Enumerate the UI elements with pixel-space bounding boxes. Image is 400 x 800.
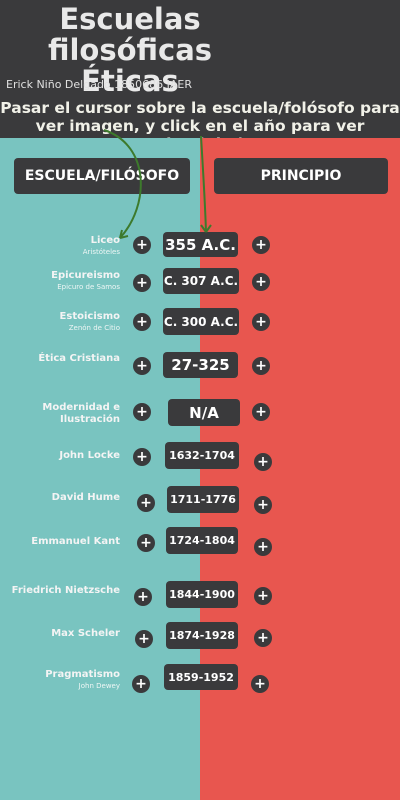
expand-school-button[interactable]: + bbox=[135, 630, 153, 648]
expand-school-button[interactable]: + bbox=[133, 448, 151, 466]
school-item[interactable]: Estoicismo Zenón de Citio bbox=[60, 311, 120, 333]
philosopher-name: Aristóteles bbox=[82, 248, 120, 256]
school-name: Epicureismo bbox=[51, 270, 120, 281]
expand-principle-button[interactable]: + bbox=[252, 313, 270, 331]
expand-principle-button[interactable]: + bbox=[254, 496, 272, 514]
author-credit: Erick Niño Delgado 1850686 IAER bbox=[6, 78, 193, 91]
year-button[interactable]: 1724-1804 bbox=[166, 527, 238, 554]
year-button[interactable]: 355 A.C. bbox=[163, 232, 238, 257]
school-name: Estoicismo bbox=[59, 311, 120, 322]
expand-school-button[interactable]: + bbox=[132, 675, 150, 693]
school-name: David Hume bbox=[51, 492, 120, 503]
school-item[interactable]: Friedrich Nietzsche bbox=[12, 585, 120, 597]
year-button[interactable]: N/A bbox=[168, 399, 240, 426]
header-banner: Escuelas filosóficas Éticas Erick Niño D… bbox=[0, 0, 400, 153]
expand-principle-button[interactable]: + bbox=[252, 357, 270, 375]
year-button[interactable]: 1711-1776 bbox=[167, 486, 239, 513]
expand-school-button[interactable]: + bbox=[133, 236, 151, 254]
school-item[interactable]: Max Scheler bbox=[51, 628, 120, 640]
school-item[interactable]: John Locke bbox=[59, 450, 120, 462]
school-item[interactable]: Modernidad e Ilustración bbox=[20, 402, 120, 426]
school-name: Max Scheler bbox=[51, 628, 120, 639]
year-button[interactable]: 1632-1704 bbox=[165, 442, 239, 469]
year-button[interactable]: 1859-1952 bbox=[164, 664, 238, 690]
expand-principle-button[interactable]: + bbox=[252, 236, 270, 254]
philosopher-name: Zenón de Citio bbox=[68, 324, 120, 332]
expand-principle-button[interactable]: + bbox=[254, 453, 272, 471]
school-item[interactable]: Epicureismo Epicuro de Samos bbox=[51, 270, 120, 292]
expand-principle-button[interactable]: + bbox=[252, 403, 270, 421]
expand-principle-button[interactable]: + bbox=[252, 273, 270, 291]
year-button[interactable]: 27-325 bbox=[163, 352, 238, 378]
school-name: Liceo bbox=[90, 235, 120, 246]
expand-principle-button[interactable]: + bbox=[251, 675, 269, 693]
school-item[interactable]: Ética Cristiana bbox=[38, 353, 120, 365]
title-line-1: Escuelas bbox=[59, 2, 201, 36]
principle-column-header: PRINCIPIO bbox=[214, 158, 388, 194]
expand-school-button[interactable]: + bbox=[133, 403, 151, 421]
school-item[interactable]: Pragmatismo John Dewey bbox=[45, 669, 120, 691]
expand-principle-button[interactable]: + bbox=[254, 587, 272, 605]
school-name: Modernidad e Ilustración bbox=[42, 402, 120, 425]
expand-school-button[interactable]: + bbox=[137, 534, 155, 552]
school-name: Ética Cristiana bbox=[38, 353, 120, 364]
expand-school-button[interactable]: + bbox=[133, 274, 151, 292]
expand-principle-button[interactable]: + bbox=[254, 538, 272, 556]
page-title: Escuelas filosóficas Éticas bbox=[0, 4, 260, 97]
school-name: John Locke bbox=[59, 450, 120, 461]
expand-school-button[interactable]: + bbox=[134, 588, 152, 606]
year-button[interactable]: C. 307 A.C. bbox=[163, 268, 239, 294]
expand-school-button[interactable]: + bbox=[133, 313, 151, 331]
expand-principle-button[interactable]: + bbox=[254, 629, 272, 647]
school-item[interactable]: Liceo Aristóteles bbox=[83, 235, 120, 257]
school-item[interactable]: Emmanuel Kant bbox=[31, 536, 120, 548]
year-button[interactable]: 1844-1900 bbox=[166, 581, 238, 608]
expand-school-button[interactable]: + bbox=[133, 357, 151, 375]
expand-school-button[interactable]: + bbox=[137, 494, 155, 512]
year-button[interactable]: 1874-1928 bbox=[166, 622, 238, 649]
school-column-header: ESCUELA/FILÓSOFO bbox=[14, 158, 190, 194]
instructions-line-1: Pasar el cursor sobre la escuela/folósof… bbox=[0, 99, 400, 117]
school-name: Emmanuel Kant bbox=[31, 536, 120, 547]
title-line-2: filosóficas Éticas bbox=[47, 33, 213, 98]
school-name: Friedrich Nietzsche bbox=[11, 585, 120, 596]
school-name: Pragmatismo bbox=[45, 669, 120, 680]
philosopher-name: John Dewey bbox=[78, 682, 120, 690]
school-item[interactable]: David Hume bbox=[52, 492, 120, 504]
year-button[interactable]: C. 300 A.C. bbox=[163, 308, 239, 335]
philosopher-name: Epicuro de Samos bbox=[57, 283, 120, 291]
